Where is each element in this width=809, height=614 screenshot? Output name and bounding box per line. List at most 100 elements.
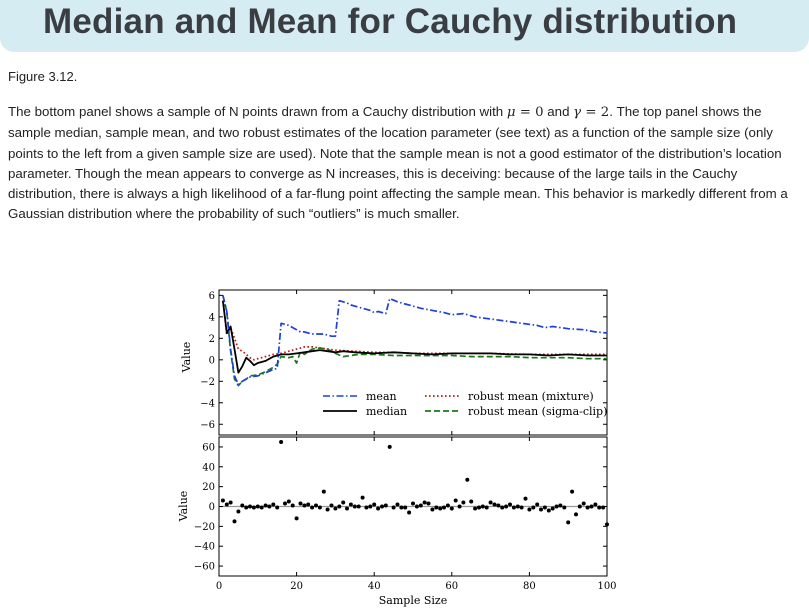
scatter-point <box>546 508 551 513</box>
scatter-point <box>469 499 474 504</box>
scatter-point <box>372 502 377 507</box>
scatter-point <box>430 507 435 512</box>
scatter-point <box>426 501 431 506</box>
legend-label-mean: mean <box>366 390 397 403</box>
bottom-y-tick-label: 60 <box>202 442 215 453</box>
scatter-point <box>508 502 512 507</box>
scatter-point <box>259 505 264 510</box>
x-axis-label: Sample Size <box>379 594 447 607</box>
scatter-point <box>232 519 237 524</box>
scatter-point <box>477 505 481 510</box>
scatter-point <box>275 505 280 510</box>
scatter-point <box>368 504 373 509</box>
scatter-point <box>550 506 555 511</box>
scatter-point <box>248 504 252 509</box>
caption-mu: μ <box>506 105 516 120</box>
scatter-point <box>554 504 559 509</box>
bottom-y-tick-label: 40 <box>202 462 215 473</box>
top-y-tick-label: −4 <box>200 398 215 409</box>
top-y-tick-label: 2 <box>209 334 215 345</box>
top-y-tick-label: −2 <box>200 377 215 388</box>
scatter-point <box>294 516 299 521</box>
scatter-point <box>465 477 470 482</box>
scatter-point <box>391 505 396 510</box>
scatter-point <box>535 502 540 507</box>
scatter-point <box>224 502 229 507</box>
scatter-point <box>492 502 497 507</box>
bottom-y-tick-label: −40 <box>194 542 215 553</box>
scatter-point <box>473 506 478 511</box>
legend: mean median robust mean (mixture) robust… <box>323 390 607 418</box>
caption-text-1: The bottom panel shows a sample of N poi… <box>8 104 507 119</box>
scatter-point <box>310 505 315 510</box>
scatter-point <box>496 503 501 508</box>
bottom-y-tick-label: −20 <box>194 522 215 533</box>
scatter-point <box>585 505 590 510</box>
legend-label-robust-mixture: robust mean (mixture) <box>468 390 594 403</box>
scatter-point <box>407 510 412 515</box>
scatter-point <box>240 503 245 508</box>
scatter-point <box>422 500 427 505</box>
scatter-point <box>418 503 423 508</box>
scatter-point <box>539 507 543 512</box>
scatter-point <box>589 504 594 509</box>
top-panel: −6 −4 −2 0 2 4 6 Value mean median robust mean… <box>180 289 608 436</box>
scatter-point <box>255 504 260 509</box>
scatter-point <box>577 504 582 509</box>
scatter-point <box>484 505 489 510</box>
scatter-point <box>527 507 532 512</box>
scatter-point <box>325 507 330 512</box>
scatter-point <box>387 444 392 449</box>
title-banner: Median and Mean for Cauchy distribution <box>0 0 809 52</box>
series-line-mean <box>222 295 608 386</box>
series-line-robust-mean-sigma-clip <box>222 295 607 387</box>
scatter-point <box>345 506 349 511</box>
scatter-point <box>570 489 575 494</box>
caption-text-3: . The top panel shows the sample median,… <box>8 104 788 222</box>
scatter-point <box>434 505 439 510</box>
scatter-point <box>488 500 493 505</box>
scatter-point <box>383 503 388 508</box>
scatter-point <box>566 520 571 525</box>
scatter-point <box>333 506 338 511</box>
scatter-point <box>442 505 446 510</box>
scatter-point <box>457 504 462 509</box>
bottom-y-tick-label: −60 <box>194 562 215 573</box>
top-y-axis-label: Value <box>180 342 193 374</box>
top-panel-frame <box>218 289 608 436</box>
scatter-point <box>228 500 233 505</box>
scatter-point <box>263 503 268 508</box>
scatter-point <box>306 502 311 507</box>
scatter-point <box>531 505 536 510</box>
scatter-point <box>290 503 295 508</box>
scatter-point <box>445 503 450 508</box>
scatter-point <box>395 502 400 507</box>
scatter-point <box>380 504 384 509</box>
scatter-point <box>461 500 466 505</box>
scatter-point <box>515 504 520 509</box>
scatter-point <box>523 496 528 501</box>
legend-label-robust-sigma-clip: robust mean (sigma-clip) <box>468 405 607 418</box>
scatter-point <box>581 501 586 506</box>
scatter-point <box>337 504 342 509</box>
scatter-point <box>286 499 291 504</box>
bottom-x-tick-label: 80 <box>523 581 536 592</box>
scatter-point <box>251 505 256 510</box>
scatter-point <box>302 503 307 508</box>
bottom-x-ticks: 0 20 40 60 80 100 <box>216 437 617 592</box>
scatter-point <box>480 504 485 509</box>
scatter-point <box>356 504 361 509</box>
scatter-point <box>244 505 249 510</box>
bottom-x-tick-label: 100 <box>597 581 616 592</box>
scatter-point <box>399 505 404 510</box>
top-y-ticks: −6 −4 −2 0 2 4 6 <box>200 291 607 431</box>
bottom-y-axis-label: Value <box>177 491 190 523</box>
bottom-y-tick-label: 0 <box>209 502 215 513</box>
bottom-x-tick-label: 20 <box>290 581 303 592</box>
scatter-point <box>593 502 598 507</box>
scatter-point <box>329 503 334 508</box>
legend-label-median: median <box>366 405 407 418</box>
scatter-point <box>511 505 516 510</box>
scatter-points <box>220 440 609 527</box>
top-y-tick-label: 4 <box>209 312 215 323</box>
